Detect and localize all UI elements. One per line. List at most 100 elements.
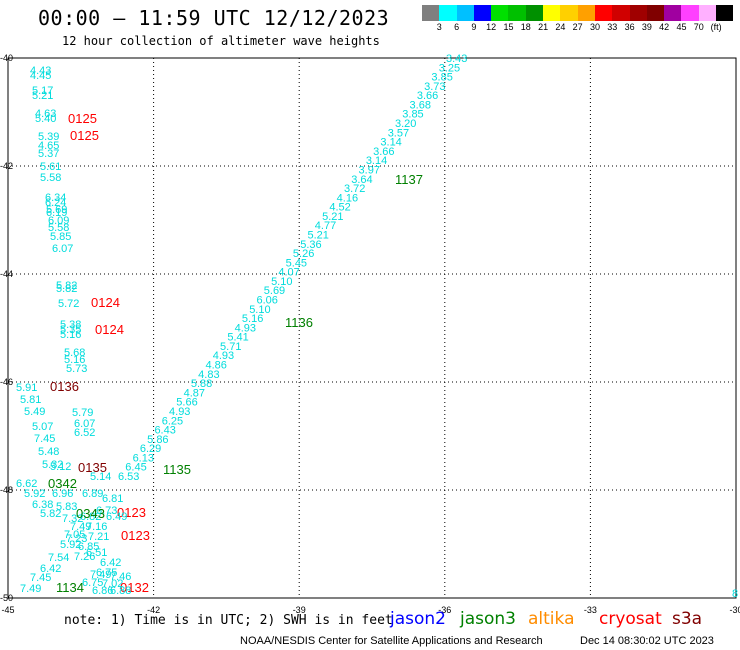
legend-label: 70	[693, 22, 704, 32]
swh-value: 5.83	[56, 501, 77, 513]
swh-value: 3.43	[446, 53, 467, 65]
swh-value: 4.77	[315, 220, 336, 232]
swh-value: 5.16	[242, 313, 263, 325]
legend-label: 15	[503, 22, 514, 32]
page-title: 00:00 – 11:59 UTC 12/12/2023	[38, 6, 390, 30]
swh-value: 5.36	[300, 239, 321, 251]
swh-value: 5.14	[90, 471, 111, 483]
pass-time-label: 1134	[56, 580, 84, 595]
swh-value: 6.29	[140, 443, 161, 455]
swh-value: 5.12	[50, 461, 71, 473]
swh-value: 6.53	[118, 471, 139, 483]
legend-label: (ft)	[710, 22, 722, 32]
swh-value: 5.82	[56, 280, 77, 292]
swh-value: 4.16	[337, 192, 358, 204]
legend-swatch	[473, 5, 492, 21]
swh-value: 5.37	[38, 148, 59, 160]
legend-swatch	[491, 5, 509, 21]
swh-value: 6.89	[82, 488, 103, 500]
swh-value: 3.57	[388, 127, 409, 139]
pass-time-label: 0123	[117, 505, 146, 520]
swh-value: 5.58	[40, 172, 61, 184]
swh-value: 4.93	[235, 322, 256, 334]
swh-value: 5.81	[20, 394, 41, 406]
swh-value: 6.06	[256, 295, 277, 307]
footnote: note: 1) Time is in UTC; 2) SWH is in fe…	[64, 613, 393, 628]
pass-time-label: 0125	[70, 128, 99, 143]
swh-value: 6.86	[92, 585, 113, 597]
swh-value: 5.69	[264, 285, 285, 297]
swh-value: 6.81	[102, 493, 123, 505]
legend-label: 39	[641, 22, 652, 32]
legend-label: 42	[659, 22, 670, 32]
plot-frame	[7, 57, 737, 599]
swh-value: 6.45	[125, 462, 146, 474]
swh-value: 3.85	[402, 109, 423, 121]
legend-swatch	[612, 5, 630, 21]
swh-value: 6.38	[32, 499, 53, 511]
swh-value: 5.88	[191, 378, 212, 390]
legend-label: 18	[520, 22, 531, 32]
legend-swatch	[456, 5, 474, 21]
sat-label-altika: altika	[528, 609, 575, 629]
swh-value: 5.71	[220, 341, 241, 353]
pass-time-label: 0135	[78, 460, 107, 475]
swh-value: 5.82	[40, 508, 61, 520]
swh-value: 6.25	[162, 415, 183, 427]
swh-value: 6.52	[74, 427, 95, 439]
swh-value: 6.85	[78, 541, 99, 553]
swh-value: 5.21	[308, 229, 329, 241]
swh-value: 5.92	[24, 488, 45, 500]
swh-value: 3.68	[410, 99, 431, 111]
legend-label: 24	[555, 22, 566, 32]
swh-value: 5.79	[72, 407, 93, 419]
swh-value: 6.13	[133, 452, 154, 464]
swh-value: 5.40	[35, 113, 56, 125]
legend-swatch	[525, 5, 544, 21]
swh-value: 7.32	[62, 513, 83, 525]
legend-swatch	[664, 5, 682, 21]
swh-value: 3.97	[359, 164, 380, 176]
swh-value: 8	[732, 588, 738, 600]
swh-value: 3.72	[344, 183, 365, 195]
lat-tick-label: -40	[0, 53, 13, 63]
page-subtitle: 12 hour collection of altimeter wave hei…	[62, 34, 380, 48]
swh-value: 4.83	[198, 369, 219, 381]
lat-tick-label: -48	[0, 485, 13, 495]
swh-value: 5.39	[38, 131, 59, 143]
swh-value: 7.49	[90, 569, 111, 581]
legend-label: 27	[572, 22, 583, 32]
sat-label-jason2: jason2	[390, 609, 446, 629]
pass-time-label: 0123	[121, 528, 150, 543]
swh-value: 4.86	[205, 360, 226, 372]
pass-time-label: 0124	[91, 295, 120, 310]
lon-tick-label: -36	[438, 605, 451, 615]
swh-value: 5.16	[60, 329, 81, 341]
swh-value: 4.52	[329, 202, 350, 214]
swh-value: 7.49	[20, 583, 41, 595]
legend-label: 21	[538, 22, 549, 32]
legend-swatch	[646, 5, 665, 21]
swh-value: 5.92	[60, 539, 81, 551]
lat-tick-label: -42	[0, 161, 13, 171]
swh-value: 6.19	[46, 207, 67, 219]
swh-value: 5.91	[16, 382, 37, 394]
swh-value: 5.10	[249, 304, 270, 316]
lat-tick-label: -50	[0, 593, 13, 603]
swh-value: 5.16	[64, 354, 85, 366]
swh-value: 5.86	[147, 434, 168, 446]
swh-value: 5.69	[46, 204, 67, 216]
swh-value: 7.49	[70, 521, 91, 533]
swh-value: 5.66	[176, 397, 197, 409]
swh-value: 5.61	[40, 161, 61, 173]
swh-value: 5.38	[60, 319, 81, 331]
lon-tick-label: -45	[1, 605, 14, 615]
swh-value: 4.07	[278, 267, 299, 279]
swh-value: 3.66	[373, 146, 394, 158]
swh-value: 7.23	[66, 533, 87, 545]
swh-value: 7.54	[48, 552, 69, 564]
swh-value: 5.07	[32, 421, 53, 433]
legend-swatch	[422, 5, 440, 21]
pass-time-label: 1135	[163, 462, 191, 477]
